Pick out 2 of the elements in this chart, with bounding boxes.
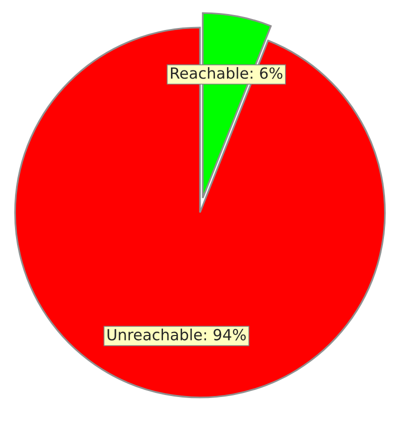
slice-label: Unreachable: 94% — [108, 328, 246, 340]
slice-label: Reachable: 6% — [170, 67, 282, 79]
